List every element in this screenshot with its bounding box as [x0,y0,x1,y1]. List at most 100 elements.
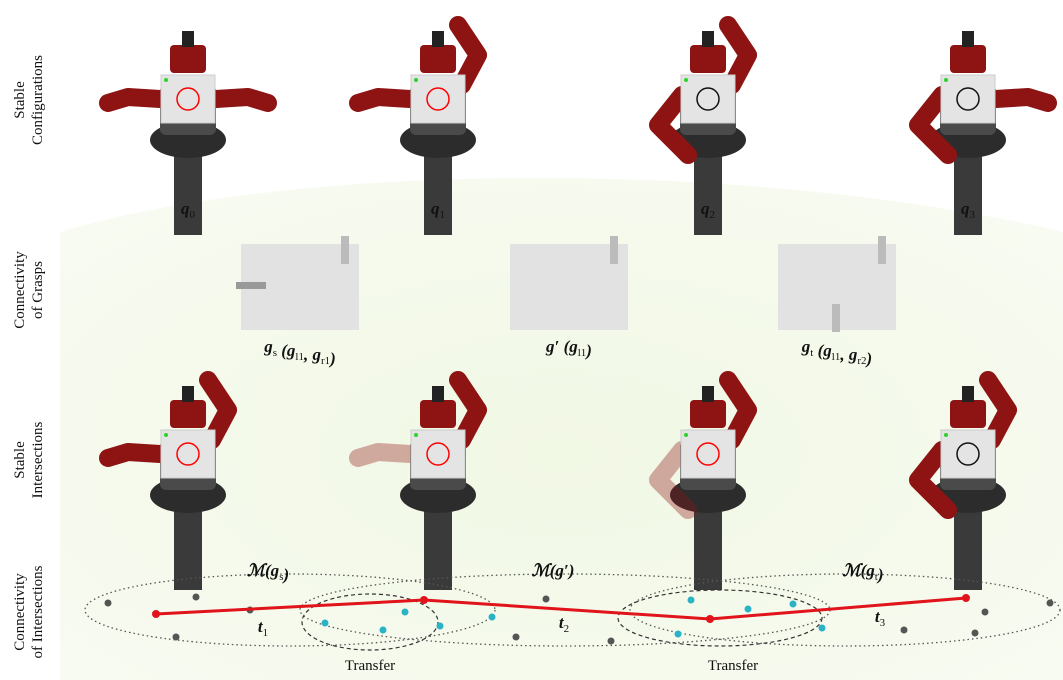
node-cyan [380,627,387,634]
row-label-line: Stable [12,81,28,119]
label-subscript: r1 [321,355,330,367]
board-marker [944,78,948,82]
node-grey [982,609,989,616]
node-grey [901,627,908,634]
board [161,75,215,123]
robot-neck [702,386,714,402]
label-part: g′ [545,337,559,356]
board-marker [684,433,688,437]
label-subscript: l1 [295,351,304,363]
robot-head [170,400,206,428]
label-subscript: 0 [190,209,196,221]
label-part: g [568,337,578,356]
label-subscript: 2 [564,623,570,635]
label-subscript: r2 [857,355,866,367]
node-cyan [402,609,409,616]
row-label: StableIntersections [12,422,46,499]
robot-neck [432,31,444,47]
board [411,75,465,123]
robot-arm [108,452,160,458]
robot-arm [358,97,410,103]
robot-neck [182,31,194,47]
transfer-label: Transfer [708,658,758,674]
board [411,430,465,478]
node-cyan [688,597,695,604]
node-grey [608,638,615,645]
gripper-top [610,236,618,264]
row-label-line: of Intersections [30,565,46,658]
board-marker [944,433,948,437]
label-subscript: 3 [970,209,976,221]
robot-head [170,45,206,73]
label-part: g [801,337,811,356]
node-grey [543,596,550,603]
label-subscript: 3 [880,617,886,629]
label-subscript: 1 [263,627,269,639]
label-subscript: l1 [832,351,841,363]
figure: StableConfigurationsConnectivityof Grasp… [0,0,1063,680]
node-grey [105,600,112,607]
transfer-label: Transfer [345,658,395,674]
label-part: ) [876,565,884,584]
label-part: , [303,345,313,364]
path-node [962,594,970,602]
robot-neck [962,386,974,402]
label-part: ℳ(g [842,561,875,580]
label-part: g [848,345,858,364]
gripper-left [236,282,266,289]
robot-neck [182,386,194,402]
node-cyan [819,625,826,632]
gripper-bottom [832,304,840,332]
label-part: ) [281,565,289,584]
robot-head [690,45,726,73]
board [161,430,215,478]
page: { "rows": [ {"lines": ["Stable", "Config… [0,0,1063,680]
gripper-top [341,236,349,264]
label-subscript: 2 [710,209,716,221]
robot-arm [216,97,268,103]
row-label-line: Connectivity [12,573,28,651]
label-part: ℳ(g′) [532,561,575,580]
robot-neck [702,31,714,47]
robot-neck [432,386,444,402]
node-grey [513,634,520,641]
robot-head [950,45,986,73]
label-subscript: 1 [440,209,446,221]
node-cyan [675,631,682,638]
path-node [420,596,428,604]
node-cyan [745,606,752,613]
board-marker [164,78,168,82]
row-label: Connectivityof Intersections [12,565,46,658]
label-part: ) [328,349,336,368]
board-marker [414,78,418,82]
path-node [706,615,714,623]
node-cyan [437,623,444,630]
node-grey [173,634,180,641]
row-label-line: Configurations [30,55,46,145]
robot-arm [996,97,1048,103]
label-part: , [839,345,849,364]
label-part: ) [865,349,873,368]
node-cyan [790,601,797,608]
robot [918,31,1048,235]
node-cyan [489,614,496,621]
path-node [152,610,160,618]
board [681,430,735,478]
label-part: ) [584,341,592,360]
board-marker [684,78,688,82]
robot-head [420,45,456,73]
board [941,430,995,478]
gripper-top [878,236,886,264]
label-part: g [311,345,321,364]
robot-head [420,400,456,428]
robot-neck [962,31,974,47]
board-marker [164,433,168,437]
board-marker [414,433,418,437]
board [941,75,995,123]
robot-head [950,400,986,428]
board [681,75,735,123]
row-label-line: Connectivity [12,251,28,329]
row-label-line: of Grasps [30,261,46,319]
label-part: ℳ(g [247,561,280,580]
